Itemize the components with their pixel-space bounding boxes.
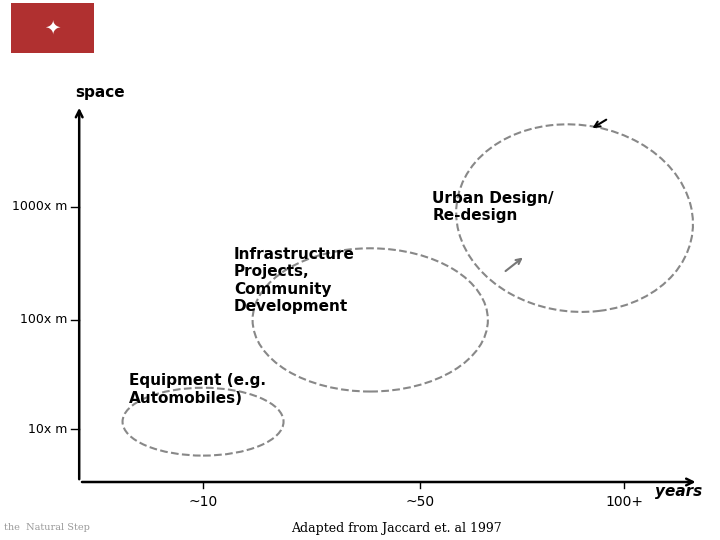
- Text: Infrastructure
Projects,
Community
Development: Infrastructure Projects, Community Devel…: [234, 247, 355, 314]
- Text: Time Scales and Investments: Time Scales and Investments: [185, 15, 643, 42]
- Text: ~50: ~50: [405, 495, 434, 509]
- Text: Equipment (e.g.
Automobiles): Equipment (e.g. Automobiles): [129, 374, 266, 406]
- Bar: [11, 3, 94, 53]
- Bar: [104, 0, 110, 57]
- Text: 10x m: 10x m: [27, 423, 67, 436]
- Text: Urban Design/
Re-design: Urban Design/ Re-design: [432, 191, 554, 223]
- Text: 1000x m: 1000x m: [12, 200, 67, 213]
- Text: 100+: 100+: [605, 495, 643, 509]
- Text: 100x m: 100x m: [19, 313, 67, 326]
- Text: ~10: ~10: [189, 495, 217, 509]
- Text: Adapted from Jaccard et. al 1997: Adapted from Jaccard et. al 1997: [291, 522, 501, 535]
- Text: space: space: [76, 85, 125, 100]
- Bar: [0, 0, 104, 57]
- Text: ✦: ✦: [45, 19, 60, 38]
- Text: the  Natural Step: the Natural Step: [4, 523, 90, 532]
- Text: years: years: [654, 484, 702, 500]
